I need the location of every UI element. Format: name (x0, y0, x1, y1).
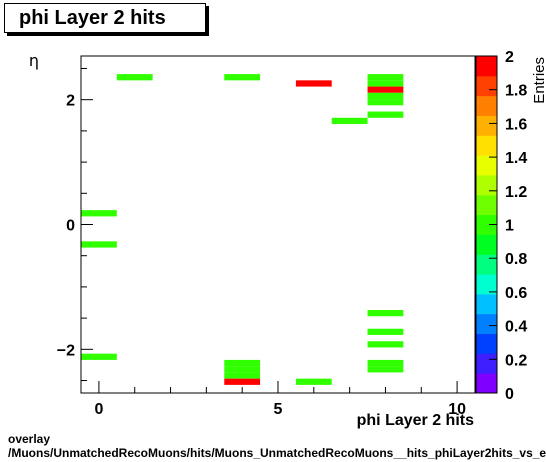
chart-title-box: phi Layer 2 hits (4, 3, 206, 33)
heatmap-cell (224, 366, 261, 373)
heatmap-cell (81, 241, 117, 248)
colorbar-tick-label: 0.2 (505, 352, 527, 369)
colorbar-segment (476, 254, 497, 275)
colorbar-tick-label: 0.4 (505, 319, 527, 336)
colorbar-segment (476, 174, 497, 196)
colorbar-segment (476, 353, 497, 374)
heatmap-cell (367, 74, 404, 81)
y-axis-label: η (29, 51, 39, 70)
chart-title: phi Layer 2 hits (19, 7, 166, 29)
colorbar-segment (476, 95, 497, 116)
colorbar-tick-label: 0.8 (505, 251, 527, 268)
x-tick-label: 10 (448, 401, 466, 418)
colorbar-tick-label: 1 (505, 218, 514, 235)
colorbar-tick-label: 0.6 (505, 285, 527, 302)
colorbar-tick-label: 2 (505, 49, 514, 66)
x-tick-label: 5 (274, 401, 283, 418)
heatmap-cell (295, 378, 332, 385)
y-tick-label: 2 (66, 93, 75, 110)
colorbar-segment (476, 373, 497, 394)
colorbar-segment (476, 313, 497, 335)
colorbar-segment (476, 115, 497, 136)
heatmap-cell (224, 378, 261, 385)
heatmap-cell (367, 309, 404, 317)
heatmap-cell (367, 92, 404, 100)
y-tick-label: −2 (57, 342, 75, 359)
heatmap-cell (224, 372, 261, 379)
heatmap-cell (367, 359, 404, 367)
colorbar-segment (476, 56, 497, 77)
colorbar-segment (476, 333, 497, 354)
heatmap-cell (367, 99, 404, 106)
colorbar-segment (476, 194, 497, 216)
heatmap-cell (224, 359, 261, 367)
footer-line-1: overlay (8, 432, 51, 446)
y-tick-label: 0 (66, 218, 75, 235)
heatmap-cell (367, 328, 404, 335)
colorbar-tick-label: 1.6 (505, 116, 527, 133)
heatmap-cell (367, 366, 404, 373)
heatmap-cell (331, 117, 368, 125)
heatmap-cell (81, 353, 117, 360)
colorbar-tick-label: 1.2 (505, 184, 527, 201)
colorbar-tick-label: 0 (505, 386, 514, 403)
heatmap-cell (116, 74, 153, 81)
footer-line-2: /Muons/UnmatchedRecoMuons/hits/Muons_Unm… (8, 446, 546, 460)
heatmap-cell (367, 86, 404, 93)
colorbar-segment (476, 135, 497, 156)
heatmap-cell (367, 111, 404, 118)
colorbar-segment (476, 75, 497, 97)
heatmap-cell (224, 74, 261, 81)
colorbar-segment (476, 214, 497, 235)
colorbar-segment (476, 155, 497, 176)
colorbar-segment (476, 274, 497, 295)
plot-area (81, 56, 475, 393)
heatmap-cell (367, 80, 404, 87)
heatmap-cell (81, 210, 117, 217)
x-tick-label: 0 (94, 401, 103, 418)
colorbar-label: Entries (531, 57, 546, 104)
colorbar-segment (476, 293, 497, 315)
x-axis-label: phi Layer 2 hits (357, 412, 474, 429)
colorbar-tick-label: 1.8 (505, 83, 527, 100)
colorbar-segment (476, 234, 497, 255)
colorbar-tick-label: 1.4 (505, 150, 527, 167)
heatmap-cell (367, 341, 404, 348)
heatmap-cell (295, 80, 332, 87)
